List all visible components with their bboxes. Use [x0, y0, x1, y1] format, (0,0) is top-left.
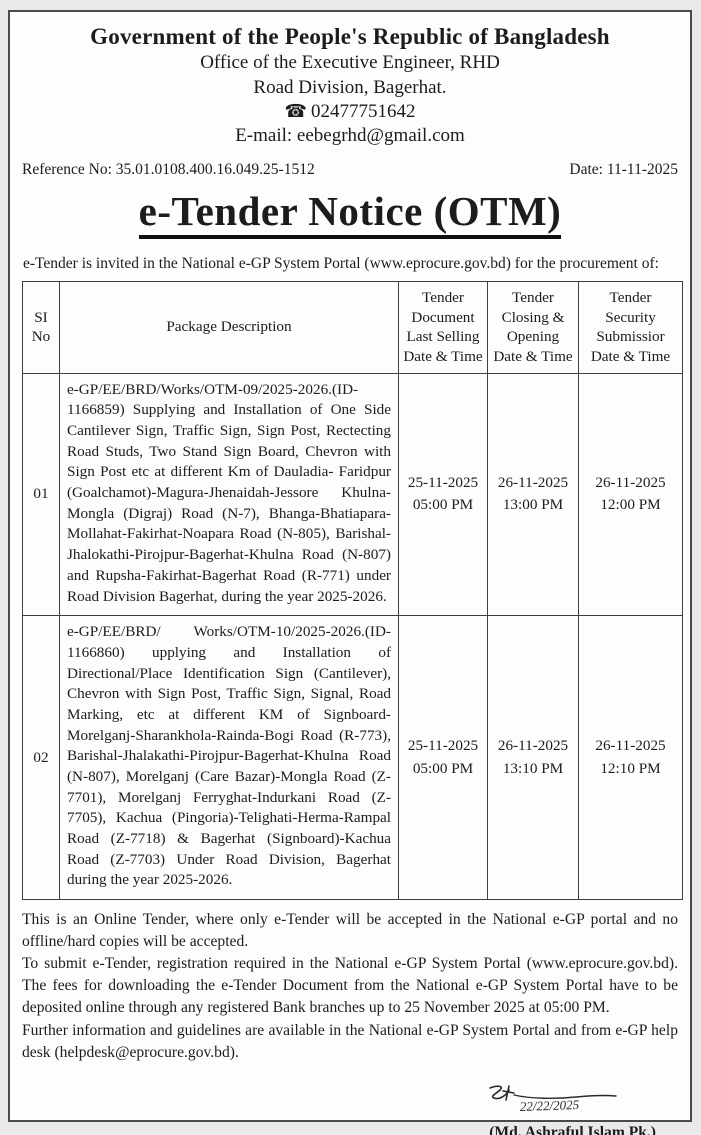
notes-section: This is an Online Tender, where only e-T… — [22, 909, 678, 1064]
signatory-name: (Md. Ashraful Islam Pk.) — [489, 1123, 656, 1135]
notice-date: Date: 11-11-2025 — [569, 160, 678, 178]
last-selling-date: 25-11-2025 05:00 PM — [398, 372, 488, 617]
col-header-last-selling: Tender Document Last Selling Date & Time — [398, 280, 488, 374]
last-selling-date: 25-11-2025 05:00 PM — [398, 615, 488, 900]
si-number: 01 — [22, 372, 60, 617]
si-number: 02 — [22, 615, 60, 900]
telephone-icon: ☎ — [284, 101, 307, 122]
letterhead: Government of the People's Republic of B… — [22, 22, 678, 149]
col-header-si: SI No — [22, 280, 60, 374]
note-helpdesk: Further information and guidelines are a… — [22, 1021, 678, 1061]
closing-date: 26-11-2025 13:00 PM — [487, 372, 579, 617]
table-row: 02 e-GP/EE/BRD/ Works/OTM-10/2025-2026.(… — [22, 615, 683, 900]
phone-number: 02477751642 — [310, 101, 416, 123]
office-name: Office of the Executive Engineer, RHD — [200, 52, 500, 74]
phone-line: ☎ 02477751642 — [22, 100, 678, 124]
division-name: Road Division, Bagerhat. — [253, 76, 447, 98]
closing-date: 26-11-2025 13:10 PM — [487, 615, 579, 900]
signatory-block: (Md. Ashraful Islam Pk.) ID No-602162 Ex… — [489, 1122, 656, 1135]
table-row: 01 e-GP/EE/BRD/Works/OTM-09/2025-2026.(I… — [22, 372, 683, 617]
reference-number: Reference No: 35.01.0108.400.16.049.25-1… — [22, 160, 315, 178]
tender-table: SI No Package Description Tender Documen… — [22, 280, 683, 900]
package-description: e-GP/EE/BRD/Works/OTM-09/2025-2026.(ID-1… — [59, 372, 399, 617]
col-header-description: Package Description — [59, 280, 399, 374]
security-date: 26-11-2025 12:10 PM — [578, 615, 683, 900]
title-wrap: e-Tender Notice (OTM) — [22, 188, 678, 239]
notice-page: Government of the People's Republic of B… — [8, 10, 692, 1135]
col-header-security: Tender Security Submissior Date & Time — [578, 280, 683, 374]
note-online-tender: This is an Online Tender, where only e-T… — [22, 910, 678, 951]
col-header-closing: Tender Closing & Opening Date & Time — [487, 280, 579, 374]
package-description: e-GP/EE/BRD/ Works/OTM-10/2025-2026.(ID-… — [59, 615, 399, 900]
note-registration: To submit e-Tender, registration require… — [22, 955, 678, 1017]
signature-date: 22/22/2025 — [520, 1097, 580, 1114]
security-date: 26-11-2025 12:00 PM — [578, 372, 683, 617]
signature-area: 22/22/2025 (Md. Ashraful Islam Pk.) ID N… — [22, 1068, 678, 1135]
reference-row: Reference No: 35.01.0108.400.16.049.25-1… — [22, 161, 678, 179]
government-name: Government of the People's Republic of B… — [90, 24, 610, 49]
table-header: SI No Package Description Tender Documen… — [22, 280, 683, 374]
intro-text: e-Tender is invited in the National e-GP… — [23, 254, 659, 272]
table-header-row: SI No Package Description Tender Documen… — [22, 280, 683, 374]
email-line: E-mail: eebegrhd@gmail.com — [235, 125, 465, 147]
handwritten-signature: 22/22/2025 — [489, 1085, 617, 1114]
page-title: e-Tender Notice (OTM) — [138, 188, 562, 239]
